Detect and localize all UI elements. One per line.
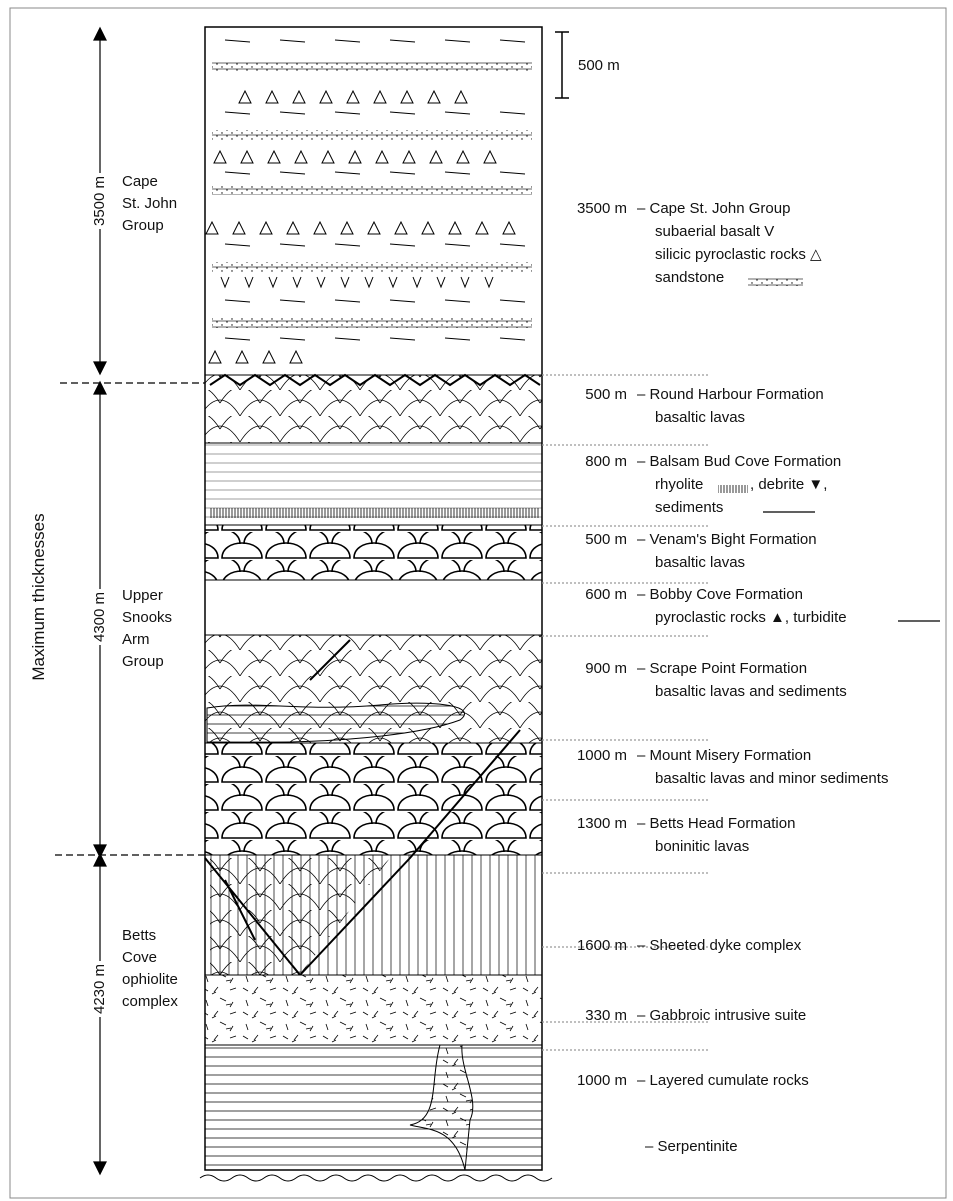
unit-description: silicic pyroclastic rocks △ [655, 246, 822, 263]
group-name: Betts [122, 927, 156, 944]
scale [555, 32, 569, 98]
unit-thickness: 800 m [585, 453, 627, 470]
unit-name: – Round Harbour Formation [637, 386, 824, 403]
unit-name: – Serpentinite [645, 1138, 738, 1155]
unit-thickness: 900 m [585, 660, 627, 677]
group-thickness: 4300 m [91, 592, 108, 642]
group-name: Group [122, 653, 164, 670]
unit-description: pyroclastic rocks ▲, turbidite [655, 609, 847, 626]
unit-thickness: 1000 m [577, 747, 627, 764]
sandstone-band [212, 185, 532, 195]
sandstone-band [212, 262, 532, 272]
sandstone-band [212, 130, 532, 140]
unit-name: – Mount Misery Formation [637, 747, 811, 764]
unit-name: – Cape St. John Group [637, 200, 790, 217]
axis-title: Maximum thicknesses [29, 513, 48, 680]
group-name: Arm [122, 631, 150, 648]
unit-name: – Scrape Point Formation [637, 660, 807, 677]
column [200, 27, 552, 1181]
unit-description: , debrite ▼, [750, 476, 827, 493]
unit-thickness: 3500 m [577, 200, 627, 217]
unit-name: – Layered cumulate rocks [637, 1072, 809, 1089]
unit-thickness: 330 m [585, 1007, 627, 1024]
group-name: Upper [122, 587, 163, 604]
unit-name: – Balsam Bud Cove Formation [637, 453, 841, 470]
unit-description: basaltic lavas and sediments [655, 683, 847, 700]
sandstone-band [212, 318, 532, 328]
unit-thickness: 500 m [585, 386, 627, 403]
unit-thickness: 600 m [585, 586, 627, 603]
unit-description: basaltic lavas and minor sediments [655, 770, 888, 787]
unit-thickness: 1300 m [577, 815, 627, 832]
group-name: ophiolite [122, 971, 178, 988]
unit-name: – Gabbroic intrusive suite [637, 1007, 806, 1024]
group-thickness: 3500 m [91, 176, 108, 226]
sandstone-band [212, 62, 532, 72]
scale-label: 500 m [578, 57, 620, 74]
diagram: 500 m Maximum thicknesses 3500 m Cape St. … [0, 0, 953, 1201]
unit-name: – Sheeted dyke complex [637, 937, 802, 954]
unit-name: – Bobby Cove Formation [637, 586, 803, 603]
group-name: Snooks [122, 609, 172, 626]
group-name: complex [122, 993, 178, 1010]
unit-description: basaltic lavas [655, 409, 745, 426]
unit-name: – Venam's Bight Formation [637, 531, 817, 548]
unit-thickness: 500 m [585, 531, 627, 548]
unit-name: – Betts Head Formation [637, 815, 795, 832]
unit-thickness: 1000 m [577, 1072, 627, 1089]
unit-description: boninitic lavas [655, 838, 749, 855]
unit-thickness: 1600 m [577, 937, 627, 954]
unit-description: subaerial basalt V [655, 223, 774, 240]
group-name: St. John [122, 195, 177, 212]
unit-description: sediments [655, 499, 723, 516]
unit-description: basaltic lavas [655, 554, 745, 571]
group-name: Cape [122, 173, 158, 190]
group-name: Cove [122, 949, 157, 966]
unit-description: sandstone [655, 269, 724, 286]
unit-description: rhyolite [655, 476, 703, 493]
group-thickness: 4230 m [91, 964, 108, 1014]
group-name: Group [122, 217, 164, 234]
